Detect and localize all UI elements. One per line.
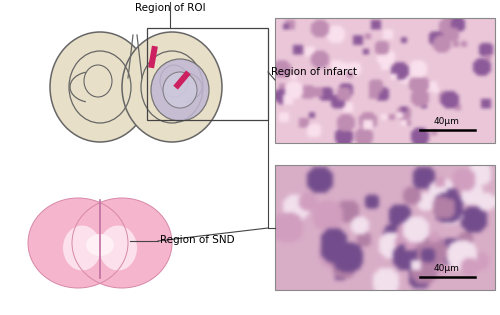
Ellipse shape <box>99 226 137 271</box>
Bar <box>148 46 158 68</box>
Ellipse shape <box>122 32 222 142</box>
Bar <box>275 165 495 290</box>
Bar <box>275 18 495 143</box>
Ellipse shape <box>86 234 114 256</box>
Ellipse shape <box>84 65 112 97</box>
Text: Region of ROI: Region of ROI <box>134 3 206 13</box>
Bar <box>174 71 190 89</box>
Ellipse shape <box>160 65 188 97</box>
Ellipse shape <box>72 198 172 288</box>
Ellipse shape <box>50 32 150 142</box>
Text: Region of infarct: Region of infarct <box>271 67 357 77</box>
Ellipse shape <box>28 198 128 288</box>
Ellipse shape <box>163 72 197 108</box>
Text: Region of SND: Region of SND <box>160 235 234 245</box>
Text: 40μm: 40μm <box>434 264 460 273</box>
Ellipse shape <box>63 226 101 271</box>
Text: 40μm: 40μm <box>434 117 460 126</box>
Ellipse shape <box>151 59 209 121</box>
Bar <box>147 28 268 120</box>
